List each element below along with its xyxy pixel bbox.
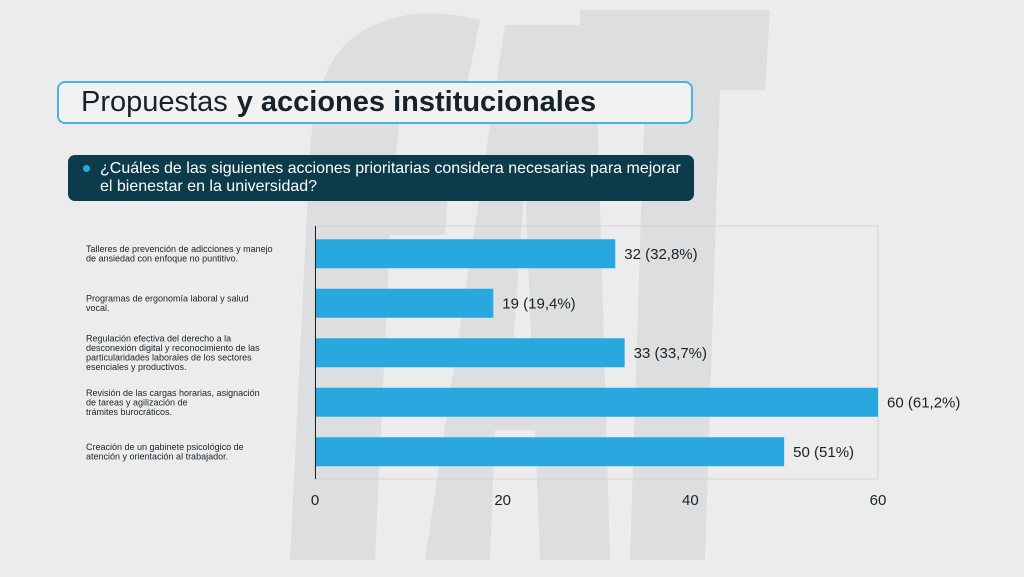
- bar-0: [315, 239, 616, 269]
- category-label-line: Regulación efectiva del derecho a la: [86, 334, 231, 344]
- data-label-4: 50 (51%): [793, 444, 854, 461]
- x-tick-label-0: 0: [311, 492, 319, 509]
- category-label-0: Talleres de prevención de adicciones y m…: [86, 244, 273, 264]
- data-label-3: 60 (61,2%): [887, 394, 960, 411]
- category-label-line: atención y orientación al trabajador.: [86, 452, 228, 462]
- bar-1: [315, 288, 494, 318]
- category-label-4: Creación de un gabinete psicológico de at…: [86, 442, 244, 462]
- category-label-line: desconexión digital y reconocimiento de …: [86, 343, 260, 353]
- category-label-line: de ansiedad con enfoque no puntitivo.: [86, 254, 238, 264]
- bar-2: [315, 338, 625, 368]
- category-label-line: trámites burocráticos.: [86, 407, 172, 417]
- x-tick-label-2: 40: [682, 492, 699, 509]
- category-label-line: de tareas y agilización de: [86, 397, 188, 407]
- category-label-line: esenciales y productivos.: [86, 362, 187, 372]
- slide-title: Propuestas y acciones institucionales: [57, 81, 693, 124]
- title-regular: Propuestas: [81, 86, 228, 118]
- data-label-1: 19 (19,4%): [502, 295, 575, 312]
- category-label-line: particularidades laborales de los sector…: [86, 353, 252, 363]
- data-label-2: 33 (33,7%): [634, 345, 707, 362]
- bullet-icon: [83, 165, 90, 172]
- category-label-line: Revisión de las cargas horarias, asignac…: [86, 388, 260, 398]
- category-label-line: Programas de ergonomía laboral y salud: [86, 294, 249, 304]
- x-tick-label-3: 60: [870, 492, 887, 509]
- bar-4: [315, 437, 785, 467]
- question-text: ¿Cuáles de las siguientes acciones prior…: [100, 160, 681, 195]
- category-label-2: Regulación efectiva del derecho a la desc…: [86, 334, 260, 373]
- bar-3: [315, 387, 878, 417]
- category-label-1: Programas de ergonomía laboral y salud vo…: [86, 294, 249, 314]
- category-label-line: vocal.: [86, 303, 110, 313]
- category-label-3: Revisión de las cargas horarias, asignac…: [86, 388, 260, 417]
- data-label-0: 32 (32,8%): [624, 246, 697, 263]
- title-bold: y acciones institucionales: [236, 86, 597, 118]
- category-label-line: Creación de un gabinete psicológico de: [86, 442, 244, 452]
- category-label-line: Talleres de prevención de adicciones y m…: [86, 244, 273, 254]
- x-tick-label-1: 20: [494, 492, 511, 509]
- question-banner: ¿Cuáles de las siguientes acciones prior…: [68, 155, 694, 201]
